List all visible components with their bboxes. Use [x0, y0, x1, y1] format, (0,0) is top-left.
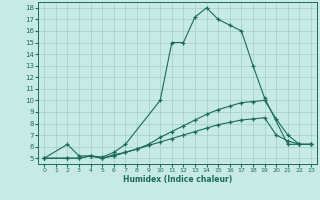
X-axis label: Humidex (Indice chaleur): Humidex (Indice chaleur) — [123, 175, 232, 184]
